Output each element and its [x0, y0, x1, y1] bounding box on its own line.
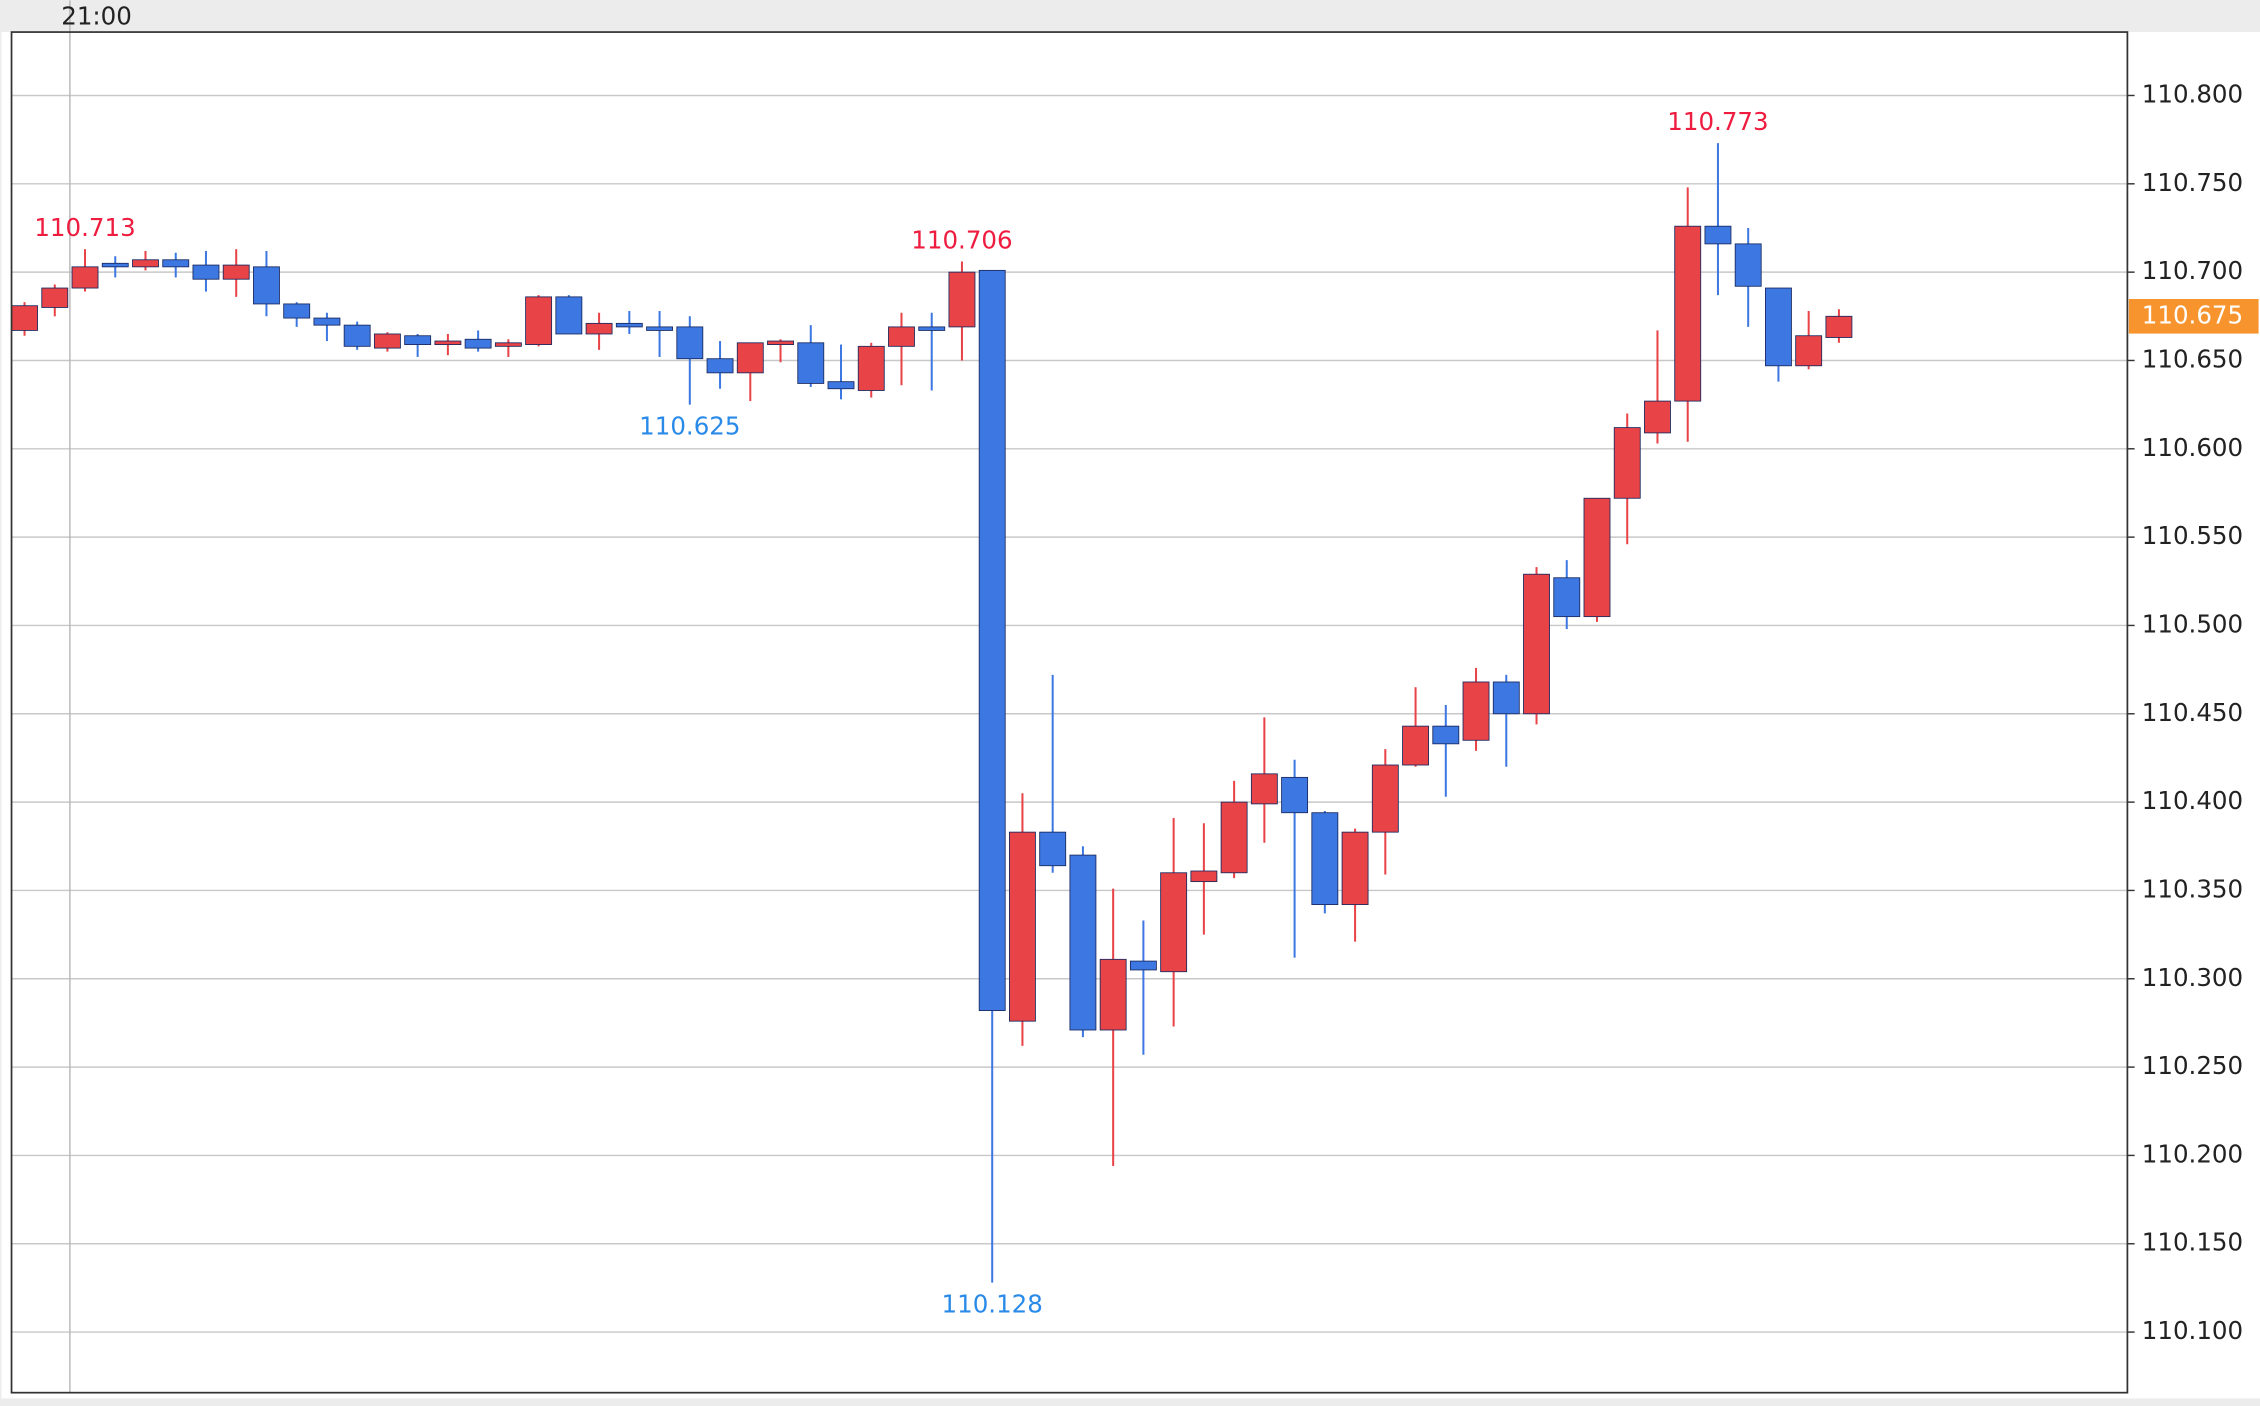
- candle-body: [71, 266, 99, 289]
- candle-body: [1764, 287, 1792, 367]
- candle-body: [132, 259, 159, 268]
- last-price-box: [2128, 299, 2259, 334]
- price-annotation: 110.128: [942, 1290, 1043, 1319]
- candle-body: [736, 342, 764, 374]
- y-tick-label: 110.700: [2142, 256, 2243, 285]
- candle-body: [1190, 870, 1218, 883]
- x-tick-label: 21:00: [61, 2, 132, 31]
- candle-body: [1523, 573, 1550, 715]
- candle-body: [11, 305, 38, 331]
- candle-body: [1462, 681, 1490, 741]
- price-annotation: 110.773: [1667, 107, 1768, 136]
- candle-body: [162, 259, 190, 268]
- candle-body: [827, 381, 855, 390]
- candle-body: [1734, 243, 1762, 287]
- candle-body: [1160, 872, 1188, 973]
- y-tick-label: 110.600: [2142, 433, 2243, 462]
- y-tick-label: 110.800: [2142, 79, 2243, 108]
- y-tick-label: 110.250: [2142, 1051, 2243, 1080]
- candle-body: [676, 326, 704, 360]
- price-annotation: 110.625: [639, 412, 740, 441]
- candle-body: [283, 303, 311, 319]
- y-tick-label: 110.500: [2142, 609, 2243, 638]
- y-tick-label: 110.100: [2142, 1316, 2243, 1345]
- candle-body: [1129, 960, 1157, 971]
- grid: [11, 0, 2128, 1393]
- candle-body: [706, 358, 734, 374]
- candle-body: [253, 266, 280, 305]
- candle-body: [1825, 315, 1853, 338]
- y-tick-label: 110.400: [2142, 786, 2243, 815]
- candle-body: [525, 296, 553, 346]
- price-annotation: 110.706: [911, 225, 1012, 254]
- candle-body: [1250, 773, 1278, 805]
- candle-body: [1402, 725, 1429, 766]
- candle-body: [343, 324, 371, 347]
- candle-body: [1281, 776, 1309, 814]
- candle-body: [1553, 577, 1581, 618]
- candle-body: [1341, 831, 1369, 906]
- candle-body: [101, 262, 129, 268]
- candle-body: [373, 333, 401, 349]
- candle-body: [1311, 812, 1339, 906]
- candle-body: [1009, 831, 1036, 1022]
- y-tick-label: 110.150: [2142, 1228, 2243, 1257]
- candle-body: [1039, 831, 1067, 867]
- candle-body: [555, 296, 583, 335]
- candle-body: [978, 269, 1006, 1011]
- candles: [11, 143, 1853, 1283]
- y-tick-label: 110.350: [2142, 874, 2243, 903]
- candle-body: [1674, 225, 1702, 402]
- y-tick-label: 110.750: [2142, 168, 2243, 197]
- candle-body: [646, 326, 674, 331]
- candle-body: [615, 322, 643, 328]
- candle-body: [1795, 335, 1823, 367]
- candle-body: [1432, 725, 1460, 745]
- chart-area: [1, 32, 2260, 1399]
- candle-body: [918, 326, 946, 331]
- candle-body: [494, 342, 522, 347]
- candle-body: [464, 338, 492, 349]
- candle-body: [313, 317, 341, 326]
- last-price-label: 110.675: [2142, 300, 2243, 329]
- candle-body: [1371, 764, 1399, 833]
- y-tick-label: 110.450: [2142, 698, 2243, 727]
- candle-body: [1613, 427, 1641, 499]
- candle-body: [1069, 854, 1097, 1031]
- price-annotation: 110.713: [34, 213, 135, 242]
- candle-body: [41, 287, 69, 308]
- candle-body: [767, 340, 794, 346]
- candle-body: [585, 322, 613, 335]
- candle-body: [948, 271, 976, 328]
- y-tick-label: 110.200: [2142, 1139, 2243, 1168]
- candle-body: [857, 345, 885, 391]
- candle-body: [222, 264, 250, 280]
- candle-body: [404, 335, 432, 346]
- candle-body: [1583, 497, 1611, 618]
- candle-body: [1220, 801, 1248, 874]
- candle-body: [192, 264, 220, 280]
- candle-body: [1704, 225, 1732, 245]
- y-tick-label: 110.300: [2142, 963, 2243, 992]
- candle-body: [434, 340, 462, 346]
- y-tick-label: 110.650: [2142, 344, 2243, 373]
- labels: 110.100 110.150 110.200 110.250 110.300 110.3…: [34, 2, 2259, 1345]
- candle-body: [1099, 958, 1127, 1031]
- candle-body: [797, 342, 825, 384]
- candle-body: [1492, 681, 1520, 715]
- candle-body: [1644, 400, 1671, 434]
- y-tick-label: 110.550: [2142, 521, 2243, 550]
- candle-body: [888, 326, 915, 347]
- plot-border: [10, 31, 2129, 1394]
